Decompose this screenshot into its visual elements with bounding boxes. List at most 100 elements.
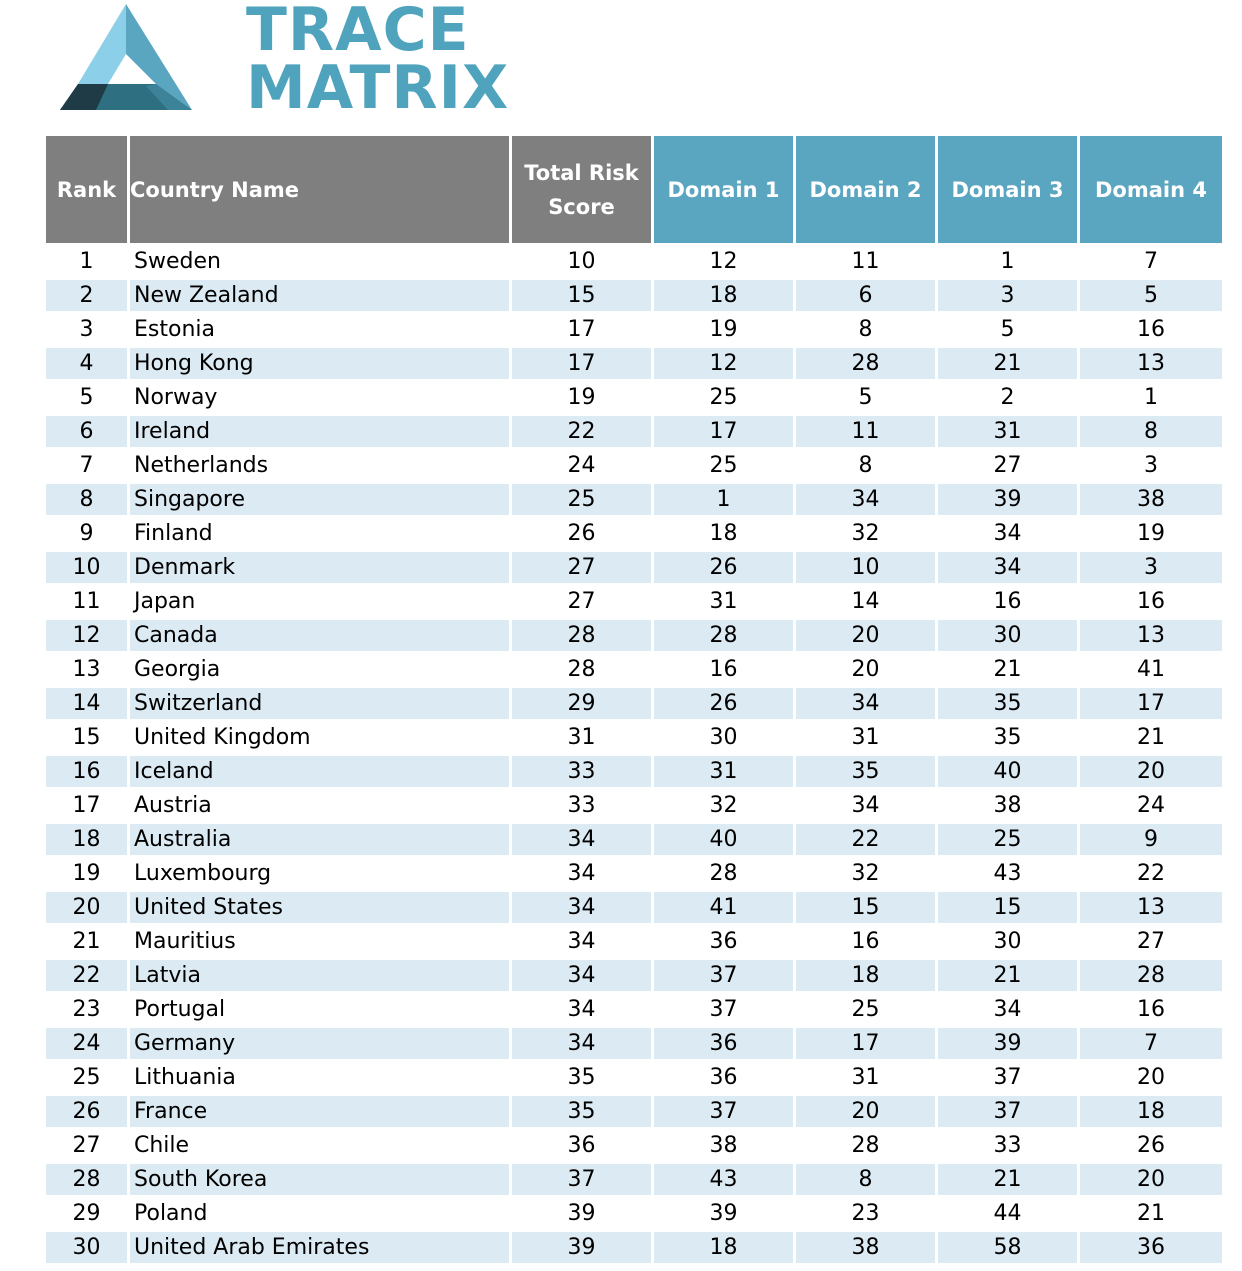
total-risk-score-cell: 26 — [512, 515, 654, 549]
total-risk-score-cell: 27 — [512, 549, 654, 583]
domain-3-cell: 58 — [938, 1229, 1080, 1263]
rank-cell: 6 — [46, 413, 130, 447]
header-rank: Rank — [46, 136, 130, 243]
domain-1-cell: 37 — [654, 1093, 796, 1127]
total-risk-score-cell: 19 — [512, 379, 654, 413]
domain-1-cell: 38 — [654, 1127, 796, 1161]
table-row: 9 Finland 26 18 32 34 19 — [46, 515, 1222, 549]
domain-4-cell: 16 — [1080, 991, 1222, 1025]
domain-2-cell: 6 — [796, 277, 938, 311]
total-risk-score-cell: 29 — [512, 685, 654, 719]
country-name-cell: Luxembourg — [130, 855, 512, 889]
domain-3-cell: 37 — [938, 1059, 1080, 1093]
domain-4-cell: 20 — [1080, 1161, 1222, 1195]
domain-1-cell: 12 — [654, 345, 796, 379]
total-risk-score-cell: 36 — [512, 1127, 654, 1161]
domain-2-cell: 16 — [796, 923, 938, 957]
domain-1-cell: 36 — [654, 923, 796, 957]
table-row: 7 Netherlands 24 25 8 27 3 — [46, 447, 1222, 481]
total-risk-score-cell: 39 — [512, 1195, 654, 1229]
country-name-cell: Canada — [130, 617, 512, 651]
country-name-cell: South Korea — [130, 1161, 512, 1195]
domain-1-cell: 17 — [654, 413, 796, 447]
rank-cell: 5 — [46, 379, 130, 413]
domain-2-cell: 20 — [796, 1093, 938, 1127]
country-name-cell: Latvia — [130, 957, 512, 991]
table-row: 24 Germany 34 36 17 39 7 — [46, 1025, 1222, 1059]
total-risk-score-cell: 10 — [512, 243, 654, 277]
domain-1-cell: 31 — [654, 583, 796, 617]
rank-cell: 7 — [46, 447, 130, 481]
country-name-cell: Georgia — [130, 651, 512, 685]
total-risk-score-cell: 28 — [512, 617, 654, 651]
domain-3-cell: 37 — [938, 1093, 1080, 1127]
domain-2-cell: 22 — [796, 821, 938, 855]
country-name-cell: Switzerland — [130, 685, 512, 719]
country-name-cell: Netherlands — [130, 447, 512, 481]
domain-1-cell: 18 — [654, 1229, 796, 1263]
brand-name-line2: MATRIX — [246, 53, 510, 123]
domain-1-cell: 36 — [654, 1059, 796, 1093]
table-row: 19 Luxembourg 34 28 32 43 22 — [46, 855, 1222, 889]
country-name-cell: Austria — [130, 787, 512, 821]
domain-4-cell: 24 — [1080, 787, 1222, 821]
domain-1-cell: 41 — [654, 889, 796, 923]
total-risk-score-cell: 39 — [512, 1229, 654, 1263]
domain-2-cell: 8 — [796, 447, 938, 481]
table-row: 23 Portugal 34 37 25 34 16 — [46, 991, 1222, 1025]
table-row: 17 Austria 33 32 34 38 24 — [46, 787, 1222, 821]
rank-cell: 15 — [46, 719, 130, 753]
country-name-cell: Hong Kong — [130, 345, 512, 379]
domain-3-cell: 33 — [938, 1127, 1080, 1161]
total-risk-score-cell: 27 — [512, 583, 654, 617]
domain-1-cell: 25 — [654, 379, 796, 413]
country-name-cell: Australia — [130, 821, 512, 855]
table-row: 28 South Korea 37 43 8 21 20 — [46, 1161, 1222, 1195]
total-risk-score-cell: 34 — [512, 957, 654, 991]
total-risk-score-cell: 34 — [512, 889, 654, 923]
domain-4-cell: 13 — [1080, 889, 1222, 923]
country-name-cell: United States — [130, 889, 512, 923]
table-row: 20 United States 34 41 15 15 13 — [46, 889, 1222, 923]
rank-cell: 8 — [46, 481, 130, 515]
domain-1-cell: 40 — [654, 821, 796, 855]
table-row: 21 Mauritius 34 36 16 30 27 — [46, 923, 1222, 957]
domain-4-cell: 17 — [1080, 685, 1222, 719]
domain-1-cell: 16 — [654, 651, 796, 685]
domain-3-cell: 34 — [938, 515, 1080, 549]
header-total-risk-score: Total Risk Score — [512, 136, 654, 243]
domain-3-cell: 3 — [938, 277, 1080, 311]
total-risk-score-cell: 34 — [512, 923, 654, 957]
domain-2-cell: 14 — [796, 583, 938, 617]
domain-4-cell: 1 — [1080, 379, 1222, 413]
rank-cell: 14 — [46, 685, 130, 719]
domain-2-cell: 34 — [796, 685, 938, 719]
country-name-cell: Ireland — [130, 413, 512, 447]
header-domain-1: Domain 1 — [654, 136, 796, 243]
domain-4-cell: 3 — [1080, 447, 1222, 481]
rank-cell: 26 — [46, 1093, 130, 1127]
domain-2-cell: 32 — [796, 515, 938, 549]
domain-1-cell: 28 — [654, 855, 796, 889]
header-domain-4: Domain 4 — [1080, 136, 1222, 243]
table-row: 10 Denmark 27 26 10 34 3 — [46, 549, 1222, 583]
country-name-cell: Chile — [130, 1127, 512, 1161]
table-row: 4 Hong Kong 17 12 28 21 13 — [46, 345, 1222, 379]
domain-2-cell: 20 — [796, 617, 938, 651]
table-row: 26 France 35 37 20 37 18 — [46, 1093, 1222, 1127]
domain-2-cell: 11 — [796, 243, 938, 277]
domain-3-cell: 44 — [938, 1195, 1080, 1229]
domain-3-cell: 30 — [938, 923, 1080, 957]
domain-3-cell: 25 — [938, 821, 1080, 855]
domain-3-cell: 35 — [938, 719, 1080, 753]
rank-cell: 1 — [46, 243, 130, 277]
domain-3-cell: 21 — [938, 651, 1080, 685]
domain-3-cell: 34 — [938, 991, 1080, 1025]
domain-3-cell: 30 — [938, 617, 1080, 651]
domain-4-cell: 13 — [1080, 345, 1222, 379]
country-name-cell: Estonia — [130, 311, 512, 345]
domain-1-cell: 19 — [654, 311, 796, 345]
table-header-row: Rank Country Name Total Risk Score Domai… — [46, 136, 1222, 243]
domain-3-cell: 21 — [938, 345, 1080, 379]
domain-4-cell: 20 — [1080, 753, 1222, 787]
